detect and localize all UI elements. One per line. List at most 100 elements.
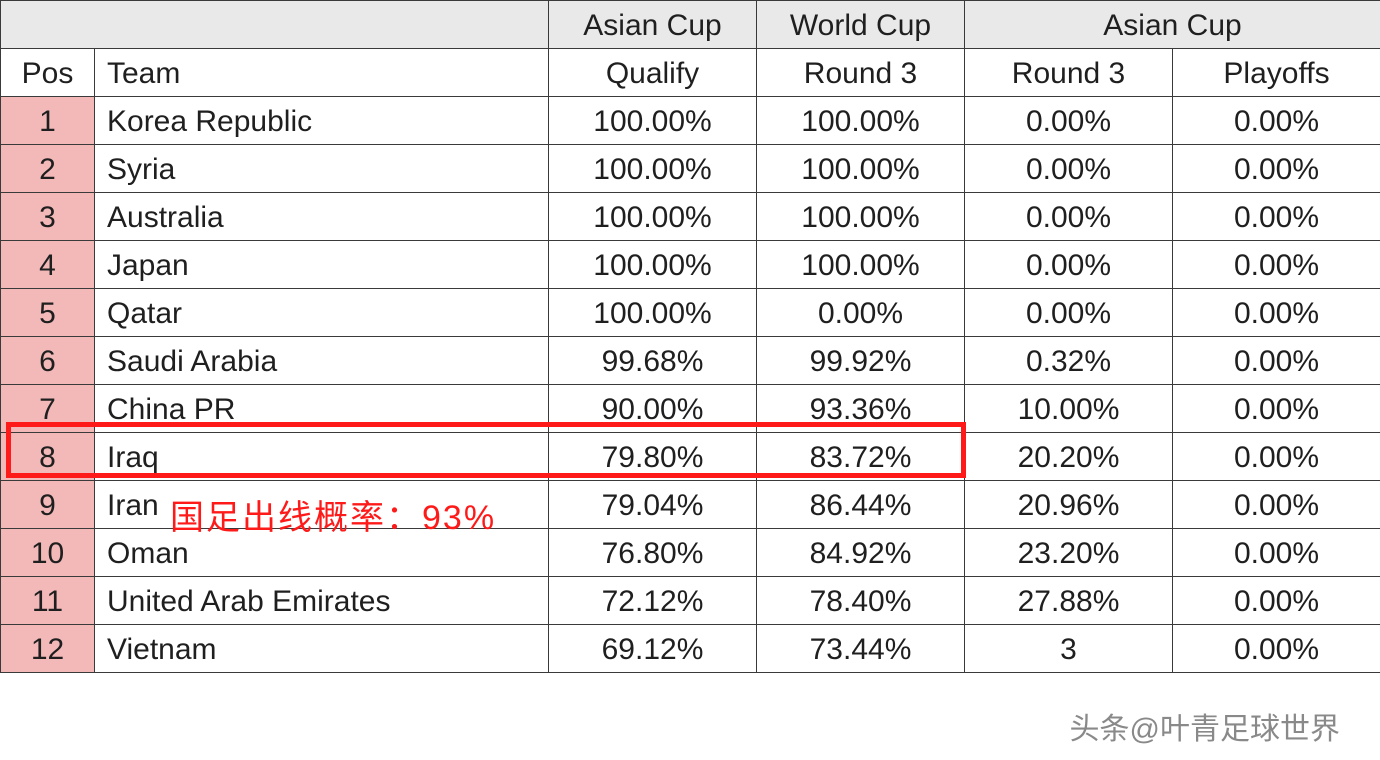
header-world-cup: World Cup xyxy=(757,1,965,49)
cell-wc_r3: 84.92% xyxy=(757,529,965,577)
cell-wc_r3: 100.00% xyxy=(757,145,965,193)
cell-ac_r3: 27.88% xyxy=(965,577,1173,625)
header-asian-cup-2: Asian Cup xyxy=(965,1,1380,49)
cell-team: Australia xyxy=(95,193,549,241)
header-blank xyxy=(1,1,549,49)
cell-team: Syria xyxy=(95,145,549,193)
cell-playoffs: 0.00% xyxy=(1173,577,1380,625)
qualification-table-container: Asian Cup World Cup Asian Cup Pos Team Q… xyxy=(0,0,1380,673)
col-playoffs: Playoffs xyxy=(1173,49,1380,97)
cell-team: Iraq xyxy=(95,433,549,481)
table-row: 8Iraq79.80%83.72%20.20%0.00% xyxy=(1,433,1380,481)
cell-qualify: 79.04% xyxy=(549,481,757,529)
cell-team: China PR xyxy=(95,385,549,433)
cell-playoffs: 0.00% xyxy=(1173,337,1380,385)
cell-playoffs: 0.00% xyxy=(1173,241,1380,289)
cell-wc_r3: 100.00% xyxy=(757,193,965,241)
cell-team: Vietnam xyxy=(95,625,549,673)
cell-qualify: 100.00% xyxy=(549,97,757,145)
cell-ac_r3: 10.00% xyxy=(965,385,1173,433)
cell-ac_r3: 23.20% xyxy=(965,529,1173,577)
table-row: 5Qatar100.00%0.00%0.00%0.00% xyxy=(1,289,1380,337)
cell-pos: 4 xyxy=(1,241,95,289)
header-asian-cup-1: Asian Cup xyxy=(549,1,757,49)
col-team: Team xyxy=(95,49,549,97)
cell-pos: 1 xyxy=(1,97,95,145)
table-row: 4Japan100.00%100.00%0.00%0.00% xyxy=(1,241,1380,289)
col-round3-ac: Round 3 xyxy=(965,49,1173,97)
cell-qualify: 69.12% xyxy=(549,625,757,673)
table-row: 7China PR90.00%93.36%10.00%0.00% xyxy=(1,385,1380,433)
cell-ac_r3: 0.00% xyxy=(965,241,1173,289)
cell-playoffs: 0.00% xyxy=(1173,193,1380,241)
cell-ac_r3: 0.00% xyxy=(965,145,1173,193)
cell-ac_r3: 20.20% xyxy=(965,433,1173,481)
table-row: 10Oman76.80%84.92%23.20%0.00% xyxy=(1,529,1380,577)
cell-team: Qatar xyxy=(95,289,549,337)
cell-ac_r3: 3 xyxy=(965,625,1173,673)
table-row: 12Vietnam69.12%73.44%30.00% xyxy=(1,625,1380,673)
cell-team: United Arab Emirates xyxy=(95,577,549,625)
cell-pos: 12 xyxy=(1,625,95,673)
cell-wc_r3: 83.72% xyxy=(757,433,965,481)
cell-wc_r3: 100.00% xyxy=(757,97,965,145)
cell-qualify: 99.68% xyxy=(549,337,757,385)
watermark-text: 头条@叶青足球世界 xyxy=(1070,704,1340,748)
cell-ac_r3: 20.96% xyxy=(965,481,1173,529)
cell-playoffs: 0.00% xyxy=(1173,433,1380,481)
cell-pos: 8 xyxy=(1,433,95,481)
cell-playoffs: 0.00% xyxy=(1173,289,1380,337)
cell-wc_r3: 100.00% xyxy=(757,241,965,289)
col-round3-wc: Round 3 xyxy=(757,49,965,97)
cell-wc_r3: 86.44% xyxy=(757,481,965,529)
cell-pos: 5 xyxy=(1,289,95,337)
cell-ac_r3: 0.00% xyxy=(965,289,1173,337)
cell-playoffs: 0.00% xyxy=(1173,625,1380,673)
cell-qualify: 90.00% xyxy=(549,385,757,433)
cell-qualify: 100.00% xyxy=(549,289,757,337)
cell-pos: 10 xyxy=(1,529,95,577)
cell-pos: 6 xyxy=(1,337,95,385)
table-row: 2Syria100.00%100.00%0.00%0.00% xyxy=(1,145,1380,193)
cell-playoffs: 0.00% xyxy=(1173,385,1380,433)
header-row-groups: Asian Cup World Cup Asian Cup xyxy=(1,1,1380,49)
cell-pos: 3 xyxy=(1,193,95,241)
cell-pos: 9 xyxy=(1,481,95,529)
table-row: 3Australia100.00%100.00%0.00%0.00% xyxy=(1,193,1380,241)
cell-team: Iran xyxy=(95,481,549,529)
cell-playoffs: 0.00% xyxy=(1173,97,1380,145)
col-qualify: Qualify xyxy=(549,49,757,97)
cell-wc_r3: 99.92% xyxy=(757,337,965,385)
cell-qualify: 72.12% xyxy=(549,577,757,625)
cell-qualify: 100.00% xyxy=(549,193,757,241)
cell-ac_r3: 0.32% xyxy=(965,337,1173,385)
header-row-columns: Pos Team Qualify Round 3 Round 3 Playoff… xyxy=(1,49,1380,97)
cell-wc_r3: 73.44% xyxy=(757,625,965,673)
cell-wc_r3: 0.00% xyxy=(757,289,965,337)
cell-qualify: 100.00% xyxy=(549,145,757,193)
cell-qualify: 79.80% xyxy=(549,433,757,481)
cell-ac_r3: 0.00% xyxy=(965,193,1173,241)
table-row: 9Iran79.04%86.44%20.96%0.00% xyxy=(1,481,1380,529)
cell-qualify: 76.80% xyxy=(549,529,757,577)
cell-playoffs: 0.00% xyxy=(1173,529,1380,577)
cell-team: Japan xyxy=(95,241,549,289)
qualification-table: Asian Cup World Cup Asian Cup Pos Team Q… xyxy=(0,0,1380,673)
table-row: 6Saudi Arabia99.68%99.92%0.32%0.00% xyxy=(1,337,1380,385)
cell-wc_r3: 78.40% xyxy=(757,577,965,625)
table-row: 1Korea Republic100.00%100.00%0.00%0.00% xyxy=(1,97,1380,145)
cell-qualify: 100.00% xyxy=(549,241,757,289)
cell-playoffs: 0.00% xyxy=(1173,145,1380,193)
cell-pos: 7 xyxy=(1,385,95,433)
table-body: 1Korea Republic100.00%100.00%0.00%0.00%2… xyxy=(1,97,1380,673)
cell-playoffs: 0.00% xyxy=(1173,481,1380,529)
cell-wc_r3: 93.36% xyxy=(757,385,965,433)
cell-team: Korea Republic xyxy=(95,97,549,145)
cell-ac_r3: 0.00% xyxy=(965,97,1173,145)
cell-team: Oman xyxy=(95,529,549,577)
col-pos: Pos xyxy=(1,49,95,97)
cell-team: Saudi Arabia xyxy=(95,337,549,385)
cell-pos: 2 xyxy=(1,145,95,193)
table-row: 11United Arab Emirates72.12%78.40%27.88%… xyxy=(1,577,1380,625)
cell-pos: 11 xyxy=(1,577,95,625)
